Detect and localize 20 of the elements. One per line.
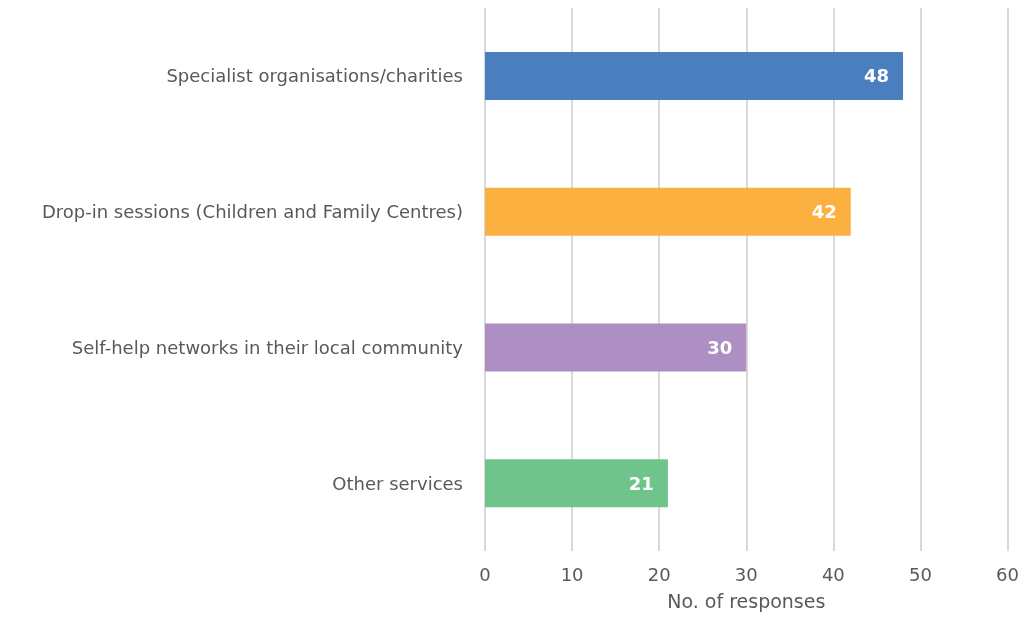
- x-tick-label: 20: [647, 563, 671, 585]
- y-tick-label: Specialist organisations/charities: [166, 65, 463, 87]
- x-tick-label: 50: [909, 563, 932, 585]
- x-axis-title: No. of responses: [667, 589, 826, 612]
- x-tick-label: 30: [734, 563, 758, 585]
- data-label: 42: [811, 201, 837, 223]
- data-label: 30: [707, 336, 733, 358]
- data-label: 21: [628, 472, 654, 494]
- bar: [485, 51, 904, 100]
- x-tick-label: 60: [996, 563, 1019, 585]
- y-tick-label: Drop-in sessions (Children and Family Centres): [41, 201, 463, 223]
- data-label: 48: [863, 65, 890, 87]
- y-tick-label: Self-help networks in their local community: [71, 336, 464, 358]
- x-tick-label: 0: [479, 563, 491, 585]
- bar: [485, 323, 747, 372]
- bar: [485, 187, 851, 236]
- x-tick-label: 40: [821, 563, 845, 585]
- y-tick-label: Other services: [332, 472, 463, 494]
- bar: [485, 459, 668, 508]
- x-tick-label: 10: [560, 563, 584, 585]
